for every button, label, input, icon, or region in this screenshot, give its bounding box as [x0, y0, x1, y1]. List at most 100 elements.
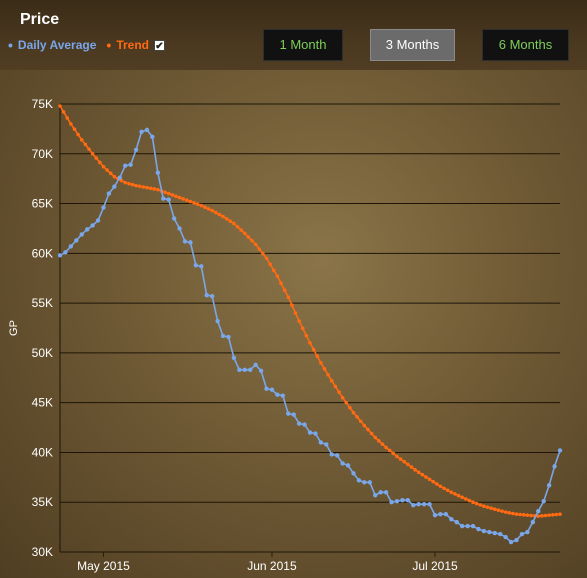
- trend-point: [304, 333, 309, 338]
- trend-point: [456, 493, 461, 498]
- daily-average-point: [519, 531, 525, 537]
- daily-average-point: [492, 530, 497, 536]
- trend-point: [529, 513, 533, 518]
- trend-point: [344, 400, 349, 405]
- trend-point: [90, 151, 95, 156]
- daily-average-series: [57, 127, 563, 545]
- x-tick-label: Jul 2015: [412, 559, 458, 573]
- trend-point: [514, 512, 519, 516]
- daily-average-point: [166, 197, 171, 202]
- trend-point: [521, 513, 526, 517]
- trend-point: [275, 274, 280, 279]
- trend-point: [500, 509, 504, 513]
- legend-daily-average[interactable]: • Daily Average: [8, 38, 96, 52]
- trend-point: [119, 178, 124, 183]
- daily-average-point: [133, 147, 139, 152]
- trend-point: [98, 160, 102, 165]
- trend-line: [59, 105, 561, 517]
- trend-point: [395, 454, 399, 459]
- trend-point: [369, 431, 374, 436]
- daily-average-point: [351, 471, 356, 476]
- trend-point: [322, 367, 327, 371]
- trend-point: [108, 171, 113, 176]
- trend-point: [253, 242, 258, 247]
- trend-point: [188, 199, 193, 204]
- trend-point: [221, 214, 225, 219]
- trend-point: [69, 122, 73, 126]
- daily-average-point: [79, 232, 84, 237]
- trend-checkbox[interactable]: ✔: [153, 39, 165, 52]
- trend-point: [474, 501, 479, 506]
- trend-point: [224, 217, 229, 221]
- trend-point: [177, 195, 182, 200]
- trend-point: [373, 435, 378, 440]
- daily-average-point: [226, 334, 231, 340]
- trend-point: [536, 514, 541, 518]
- daily-average-point: [334, 453, 340, 458]
- daily-average-point: [465, 523, 470, 529]
- daily-average-point: [84, 227, 90, 232]
- trend-point: [257, 247, 262, 251]
- daily-average-point: [237, 367, 242, 373]
- daily-average-point: [411, 503, 416, 508]
- trend-point: [460, 495, 464, 500]
- legend-trend-dot-icon: •: [106, 37, 112, 53]
- daily-average-point: [449, 516, 454, 522]
- daily-average-line: [59, 128, 561, 543]
- trend-point: [543, 513, 548, 518]
- daily-average-point: [74, 238, 79, 243]
- trend-point: [377, 439, 381, 443]
- daily-average-point: [356, 478, 362, 483]
- trend-point: [326, 372, 330, 377]
- trend-point: [246, 235, 251, 239]
- daily-average-point: [443, 511, 449, 517]
- daily-average-point: [421, 502, 427, 507]
- legend-average-label: Daily Average: [17, 38, 97, 52]
- legend-trend[interactable]: • Trend ✔: [106, 38, 165, 52]
- trend-point: [554, 512, 559, 517]
- trend-point: [203, 205, 207, 210]
- daily-average-point: [231, 355, 237, 361]
- y-tick-label: 75K: [32, 97, 53, 111]
- trend-point: [232, 221, 236, 226]
- range-1-month-button[interactable]: 1 Month: [263, 29, 343, 61]
- daily-average-point: [280, 393, 286, 398]
- daily-average-point: [378, 490, 383, 495]
- daily-average-point: [525, 529, 530, 535]
- trend-point: [199, 203, 204, 208]
- trend-point: [235, 224, 240, 229]
- legend-average-dot-icon: •: [8, 37, 13, 53]
- daily-average-point: [209, 293, 215, 299]
- trend-point: [101, 164, 106, 169]
- trend-point: [264, 256, 269, 261]
- trend-point: [319, 361, 323, 365]
- trend-point: [482, 504, 486, 509]
- trend-point: [380, 442, 385, 446]
- daily-average-point: [373, 493, 378, 498]
- trend-point: [467, 498, 472, 503]
- y-tick-label: 30K: [32, 545, 53, 559]
- trend-point: [503, 510, 508, 514]
- trend-point: [170, 193, 175, 197]
- trend-point: [217, 212, 222, 217]
- trend-point: [279, 281, 283, 286]
- trend-point: [406, 462, 410, 467]
- range-6-months-button[interactable]: 6 Months: [482, 29, 569, 61]
- daily-average-point: [242, 367, 247, 373]
- daily-average-point: [546, 483, 552, 488]
- trend-point: [213, 210, 218, 215]
- trend-point: [72, 127, 77, 132]
- trend-point: [333, 384, 338, 389]
- trend-point: [192, 201, 196, 205]
- trend-point: [112, 174, 117, 179]
- daily-average-point: [318, 440, 324, 445]
- trend-point: [123, 180, 128, 185]
- trend-point: [496, 508, 501, 512]
- trend-point: [431, 479, 435, 484]
- trend-point: [485, 505, 490, 510]
- legend: • Daily Average • Trend ✔: [8, 38, 165, 52]
- chart-title: Price: [20, 11, 60, 28]
- daily-average-point: [394, 499, 400, 504]
- range-3-months-button[interactable]: 3 Months: [370, 29, 455, 61]
- trend-point: [463, 497, 468, 501]
